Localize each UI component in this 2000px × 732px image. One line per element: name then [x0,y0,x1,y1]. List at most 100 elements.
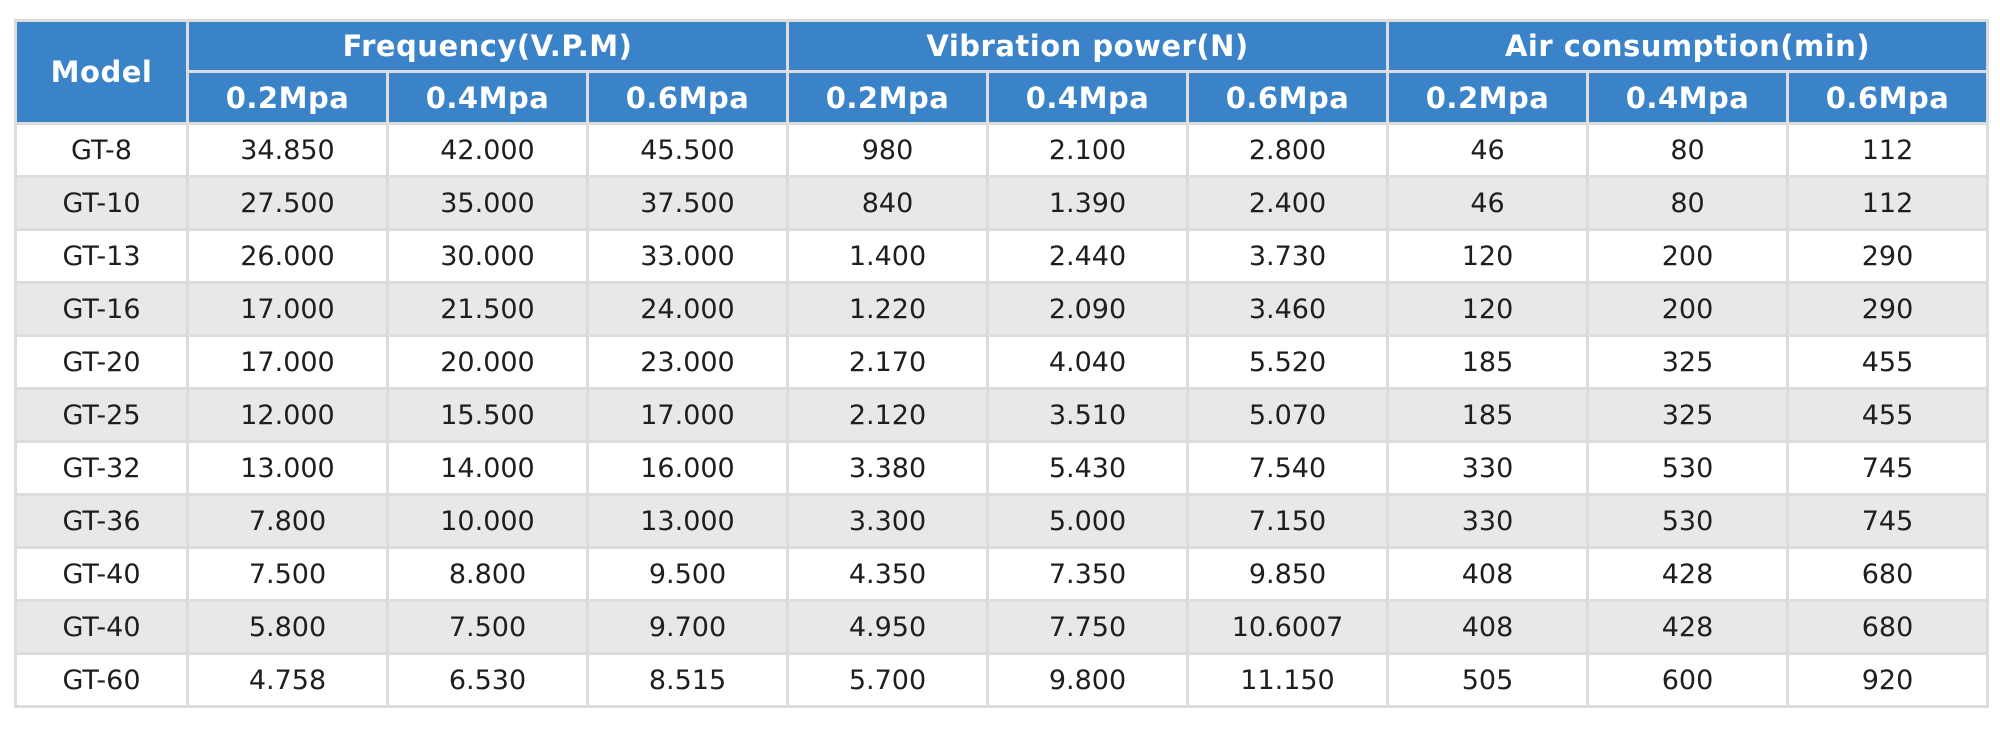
vibration-power-cell: 9.800 [986,652,1189,708]
air-consumption-cell: 745 [1786,440,1990,496]
frequency-cell: 4.758 [186,652,389,708]
vibration-power-cell: 10.6007 [1185,599,1390,655]
frequency-cell: 17.000 [186,281,389,337]
model-cell: GT-60 [14,652,189,708]
frequency-group-header: Frequency(V.P.M) [186,19,789,73]
vibration-power-cell: 840 [786,175,989,231]
vibration-power-cell: 4.040 [986,334,1189,390]
pressure-header: 0.2Mpa [1386,70,1590,125]
pressure-header: 0.4Mpa [386,70,589,125]
table-row: GT-60 4.758 6.530 8.515 5.700 9.800 11.150 505 6… [14,652,1990,708]
air-consumption-cell: 120 [1386,228,1590,284]
vibration-power-cell: 4.950 [786,599,989,655]
model-cell: GT-20 [14,334,189,390]
frequency-cell: 24.000 [586,281,789,337]
table-header: Model Frequency(V.P.M) Vibration power(N… [14,19,1990,125]
table-row: GT-32 13.000 14.000 16.000 3.380 5.430 7.540 33… [14,440,1990,496]
model-cell: GT-40 [14,546,189,602]
air-consumption-cell: 200 [1586,281,1790,337]
frequency-cell: 9.500 [586,546,789,602]
frequency-cell: 14.000 [386,440,589,496]
frequency-cell: 26.000 [186,228,389,284]
model-cell: GT-36 [14,493,189,549]
frequency-cell: 42.000 [386,122,589,178]
vibration-power-cell: 7.350 [986,546,1189,602]
table-row: GT-13 26.000 30.000 33.000 1.400 2.440 3.730 12… [14,228,1990,284]
frequency-cell: 10.000 [386,493,589,549]
frequency-cell: 6.530 [386,652,589,708]
air-consumption-cell: 200 [1586,228,1790,284]
air-consumption-cell: 330 [1386,440,1590,496]
frequency-cell: 7.800 [186,493,389,549]
air-consumption-cell: 325 [1586,334,1790,390]
vibration-power-cell: 2.170 [786,334,989,390]
vibration-power-cell: 11.150 [1185,652,1390,708]
frequency-cell: 37.500 [586,175,789,231]
air-consumption-cell: 505 [1386,652,1590,708]
model-cell: GT-13 [14,228,189,284]
air-consumption-cell: 112 [1786,122,1990,178]
model-cell: GT-16 [14,281,189,337]
frequency-cell: 13.000 [586,493,789,549]
air-consumption-cell: 680 [1786,546,1990,602]
frequency-cell: 13.000 [186,440,389,496]
frequency-cell: 8.800 [386,546,589,602]
vibration-power-cell: 2.100 [986,122,1189,178]
air-consumption-cell: 455 [1786,334,1990,390]
vibration-power-cell: 9.850 [1185,546,1390,602]
model-cell: GT-8 [14,122,189,178]
air-consumption-cell: 120 [1386,281,1590,337]
air-consumption-cell: 680 [1786,599,1990,655]
vibration-power-cell: 980 [786,122,989,178]
header-group-row: Model Frequency(V.P.M) Vibration power(N… [14,19,1990,125]
frequency-cell: 23.000 [586,334,789,390]
frequency-cell: 20.000 [386,334,589,390]
vibration-power-cell: 3.380 [786,440,989,496]
vibration-power-cell: 2.400 [1185,175,1390,231]
vibration-power-cell: 7.540 [1185,440,1390,496]
vibration-power-cell: 2.440 [986,228,1189,284]
vibration-power-cell: 4.350 [786,546,989,602]
vibration-power-cell: 7.150 [1185,493,1390,549]
vibration-power-cell: 3.300 [786,493,989,549]
pressure-header: 0.6Mpa [586,70,789,125]
air-consumption-cell: 112 [1786,175,1990,231]
pressure-header: 0.2Mpa [186,70,389,125]
frequency-cell: 21.500 [386,281,589,337]
vibration-power-cell: 3.730 [1185,228,1390,284]
vibration-power-cell: 2.120 [786,387,989,443]
pressure-header: 0.6Mpa [1786,70,1990,125]
air-consumption-cell: 185 [1386,334,1590,390]
frequency-cell: 17.000 [186,334,389,390]
frequency-cell: 7.500 [386,599,589,655]
pressure-header: 0.4Mpa [1586,70,1790,125]
air-consumption-cell: 46 [1386,122,1590,178]
air-consumption-cell: 530 [1586,440,1790,496]
air-consumption-cell: 46 [1386,175,1590,231]
air-consumption-cell: 290 [1786,281,1990,337]
air-consumption-group-header: Air consumption(min) [1386,19,1990,73]
model-header: Model [14,19,189,125]
vibration-power-cell: 1.220 [786,281,989,337]
table-row: GT-40 5.800 7.500 9.700 4.950 7.750 10.6007 408… [14,599,1990,655]
model-cell: GT-10 [14,175,189,231]
vibration-power-cell: 5.700 [786,652,989,708]
frequency-cell: 34.850 [186,122,389,178]
pressure-header: 0.4Mpa [986,70,1189,125]
frequency-cell: 27.500 [186,175,389,231]
air-consumption-cell: 600 [1586,652,1790,708]
frequency-cell: 9.700 [586,599,789,655]
vibration-power-cell: 2.090 [986,281,1189,337]
air-consumption-cell: 745 [1786,493,1990,549]
spec-table: Model Frequency(V.P.M) Vibration power(N… [14,19,1990,708]
air-consumption-cell: 408 [1386,546,1590,602]
air-consumption-cell: 290 [1786,228,1990,284]
table-row: GT-10 27.500 35.000 37.500 840 1.390 2.400 46 80… [14,175,1990,231]
air-consumption-cell: 330 [1386,493,1590,549]
frequency-cell: 15.500 [386,387,589,443]
air-consumption-cell: 530 [1586,493,1790,549]
pressure-header: 0.6Mpa [1185,70,1390,125]
table-row: GT-20 17.000 20.000 23.000 2.170 4.040 5.520 18… [14,334,1990,390]
table-row: GT-25 12.000 15.500 17.000 2.120 3.510 5.070 18… [14,387,1990,443]
frequency-cell: 12.000 [186,387,389,443]
